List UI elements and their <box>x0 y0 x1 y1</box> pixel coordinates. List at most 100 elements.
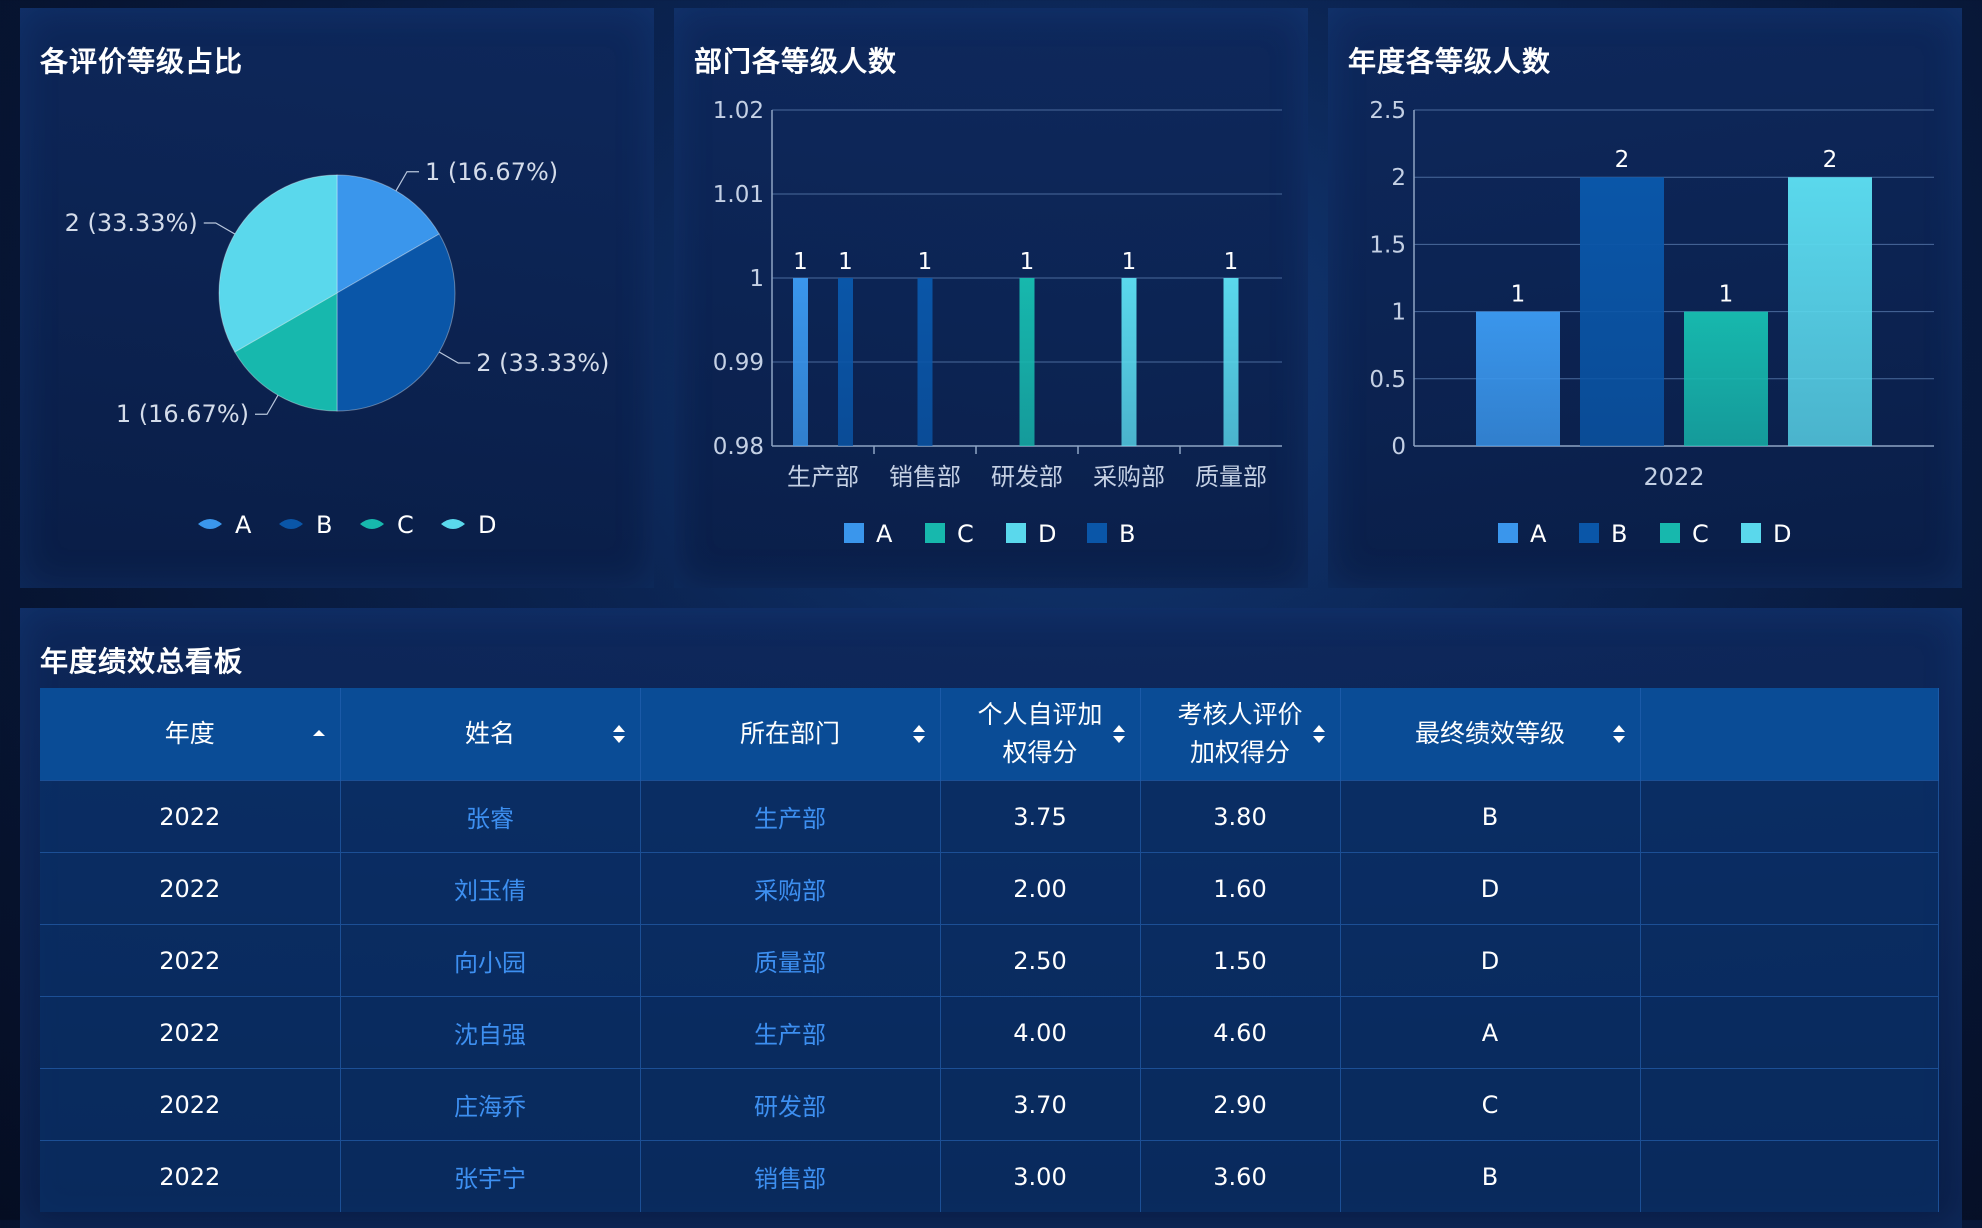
reviewer-score-cell: 2.90 <box>1140 1068 1341 1141</box>
performance-board-title: 年度绩效总看板 <box>40 645 244 678</box>
pie-label-line <box>203 222 236 235</box>
legend-item-b[interactable]: B <box>1087 520 1135 548</box>
column-header-year[interactable]: 年度 <box>40 688 341 781</box>
department-cell[interactable]: 销售部 <box>640 1140 941 1212</box>
legend-item-c[interactable]: C <box>1660 520 1709 548</box>
pie-label-line <box>438 351 471 364</box>
grade-cell: B <box>1340 780 1641 853</box>
table-row[interactable]: 2022 庄海乔 研发部 3.70 2.90 C <box>40 1068 1939 1141</box>
legend-icon <box>441 519 465 529</box>
self-score-cell: 3.70 <box>940 1068 1141 1141</box>
y-tick-label: 1 <box>749 266 764 292</box>
name-cell[interactable]: 向小园 <box>340 924 641 997</box>
legend-item-a[interactable]: A <box>1498 520 1547 548</box>
grade-cell: D <box>1340 852 1641 925</box>
column-header-department[interactable]: 所在部门 <box>640 688 941 781</box>
legend-item-d[interactable]: D <box>441 511 496 539</box>
sort-icon[interactable] <box>912 722 926 746</box>
table-row[interactable]: 2022 沈自强 生产部 4.00 4.60 A <box>40 996 1939 1069</box>
department-cell[interactable]: 研发部 <box>640 1068 941 1141</box>
table-row[interactable]: 2022 向小园 质量部 2.50 1.50 D <box>40 924 1939 997</box>
pie-chart: 1 (16.67%) 2 (33.33%) 1 (16.67%) 2 (33.33%)… <box>65 158 610 539</box>
pie-data-label: 2 (33.33%) <box>65 209 198 237</box>
name-cell[interactable]: 庄海乔 <box>340 1068 641 1141</box>
legend-item-a[interactable]: A <box>198 511 252 539</box>
bar-data-label: 2 <box>1615 147 1630 173</box>
column-header-self-score[interactable]: 个人自评加 权得分 <box>940 688 1141 781</box>
bar-d[interactable] <box>1121 278 1137 446</box>
y-tick-label: 1.02 <box>713 98 764 124</box>
legend-item-c[interactable]: C <box>360 511 414 539</box>
reviewer-score-cell: 3.80 <box>1140 780 1341 853</box>
bar-data-label: 2 <box>1823 147 1838 173</box>
table-row[interactable]: 2022 刘玉倩 采购部 2.00 1.60 D <box>40 852 1939 925</box>
self-score-cell: 3.75 <box>940 780 1141 853</box>
department-cell[interactable]: 生产部 <box>640 780 941 853</box>
table-header-row: 年度 姓名 所在部门 个人自评加 权得分 <box>40 688 1939 781</box>
legend-item-c[interactable]: C <box>925 520 974 548</box>
sort-asc-icon[interactable] <box>312 722 326 746</box>
legend-item-b[interactable]: B <box>279 511 332 539</box>
legend-item-b[interactable]: B <box>1579 520 1627 548</box>
name-cell[interactable]: 刘玉倩 <box>340 852 641 925</box>
performance-table: 年度 姓名 所在部门 个人自评加 权得分 <box>40 688 1939 1212</box>
pie-chart-panel: 各评价等级占比 1 (16.67%) 2 (33.33%) 1 (16.67%) 2 … <box>20 8 654 588</box>
legend-item-d[interactable]: D <box>1006 520 1056 548</box>
column-header-reviewer-score[interactable]: 考核人评价 加权得分 <box>1140 688 1341 781</box>
legend-label: A <box>1530 520 1547 548</box>
bar-data-label: 1 <box>1719 282 1734 308</box>
empty-cell <box>1640 924 1939 997</box>
bar-a[interactable] <box>793 278 808 446</box>
bar-data-label: 1 <box>1224 249 1239 275</box>
y-tick-label: 0.98 <box>713 434 764 460</box>
column-header-name[interactable]: 姓名 <box>340 688 641 781</box>
sort-icon[interactable] <box>1312 722 1326 746</box>
name-cell[interactable]: 张睿 <box>340 780 641 853</box>
empty-cell <box>1640 996 1939 1069</box>
grade-cell: C <box>1340 1068 1641 1141</box>
bar-b[interactable] <box>1580 177 1664 446</box>
department-cell[interactable]: 生产部 <box>640 996 941 1069</box>
y-tick-label: 1.01 <box>713 182 764 208</box>
column-header-label-line2: 加权得分 <box>1189 738 1290 767</box>
bar-d[interactable] <box>1223 278 1239 446</box>
bar-a[interactable] <box>1476 311 1560 446</box>
empty-cell <box>1640 780 1939 853</box>
name-cell[interactable]: 沈自强 <box>340 996 641 1069</box>
name-cell[interactable]: 张宇宁 <box>340 1140 641 1212</box>
sort-icon[interactable] <box>1612 722 1626 746</box>
table-row[interactable]: 2022 张睿 生产部 3.75 3.80 B <box>40 780 1939 853</box>
x-tick-label: 研发部 <box>991 463 1063 491</box>
legend-label: C <box>1692 520 1709 548</box>
legend-label: B <box>1611 520 1627 548</box>
legend-icon <box>198 519 222 529</box>
sort-icon[interactable] <box>612 722 626 746</box>
bar-c[interactable] <box>1684 311 1768 446</box>
legend-item-a[interactable]: A <box>844 520 893 548</box>
dept-chart-panel: 部门各等级人数 1.02 1.01 1 0.99 0.98 生产部 销售部 研发部 采购部 质量部… <box>674 8 1308 588</box>
bar-data-label: 1 <box>918 249 933 275</box>
legend-label: C <box>397 511 414 539</box>
bar-d[interactable] <box>1788 177 1872 446</box>
bar-b[interactable] <box>838 278 853 446</box>
bar-b[interactable] <box>917 278 933 446</box>
sort-icon[interactable] <box>1112 722 1126 746</box>
department-cell[interactable]: 采购部 <box>640 852 941 925</box>
bar-c[interactable] <box>1019 278 1035 446</box>
column-header-label-line1: 个人自评加 <box>977 700 1103 729</box>
table-body: 2022 张睿 生产部 3.75 3.80 B 2022 刘玉倩 采购部 2.00 1.60 D 202… <box>40 780 1939 1212</box>
table-row[interactable]: 2022 张宇宁 销售部 3.00 3.60 B <box>40 1140 1939 1212</box>
legend-label: C <box>957 520 974 548</box>
department-cell[interactable]: 质量部 <box>640 924 941 997</box>
legend-item-d[interactable]: D <box>1741 520 1791 548</box>
column-header-label: 最终绩效等级 <box>1414 719 1565 748</box>
bar-data-label: 1 <box>1020 249 1035 275</box>
pie-data-label: 1 (16.67%) <box>116 400 249 428</box>
column-header-final-grade[interactable]: 最终绩效等级 <box>1340 688 1641 781</box>
year-cell: 2022 <box>40 996 341 1069</box>
empty-cell <box>1640 1068 1939 1141</box>
year-bar-chart: 2.5 2 1.5 1 0.5 0 1 2 1 2 2022 A B C D <box>1369 98 1934 548</box>
legend-icon <box>279 519 303 529</box>
legend-label: B <box>316 511 332 539</box>
legend-label: A <box>235 511 252 539</box>
